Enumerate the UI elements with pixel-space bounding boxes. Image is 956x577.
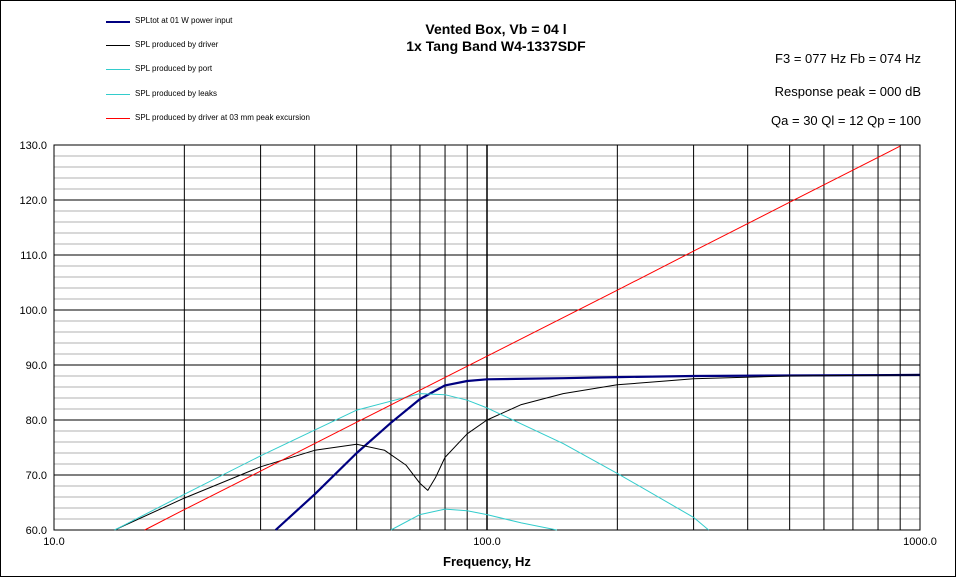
legend-swatch <box>106 93 130 95</box>
legend-label: SPLtot at 01 W power input <box>135 16 233 25</box>
series-line <box>274 373 921 531</box>
y-tick-label: 70.0 <box>26 470 47 482</box>
legend-item: SPL produced by port <box>106 64 356 88</box>
y-tick-label: 110.0 <box>20 250 47 262</box>
f3-fb-readout: F3 = 077 Hz Fb = 074 Hz <box>775 51 921 66</box>
x-axis-label: Frequency, Hz <box>443 554 531 569</box>
series-line <box>390 508 557 531</box>
chart-title: Vented Box, Vb = 04 l 1x Tang Band W4-13… <box>251 21 741 55</box>
legend-label: SPL produced by driver <box>135 40 219 50</box>
legend-swatch <box>106 69 130 71</box>
legend-swatch <box>106 21 130 23</box>
legend-item: SPL produced by leaks <box>106 89 356 113</box>
y-tick-label: 90.0 <box>26 360 47 372</box>
y-tick-label: 120.0 <box>19 195 47 207</box>
legend-item: SPL produced by driver at 03 mm peak exc… <box>106 113 356 137</box>
x-tick-label: 10.0 <box>43 536 64 548</box>
x-tick-label: 100.0 <box>473 536 501 548</box>
y-tick-label: 60.0 <box>26 525 47 537</box>
plot-frame <box>53 144 921 531</box>
chart-title-line1: Vented Box, Vb = 04 l <box>425 21 567 37</box>
q-values-readout: Qa = 30 Ql = 12 Qp = 100 <box>771 113 921 128</box>
legend-swatch <box>106 45 130 47</box>
y-tick-label: 80.0 <box>26 415 47 427</box>
y-tick-label: 100.0 <box>19 305 47 317</box>
legend: SPLtot at 01 W power input SPL produced … <box>106 16 356 137</box>
legend-swatch <box>106 117 130 119</box>
chart-title-line2: 1x Tang Band W4-1337SDF <box>406 38 586 54</box>
legend-item: SPL produced by driver <box>106 40 356 64</box>
y-tick-label: 130.0 <box>19 140 47 152</box>
series-line <box>144 145 901 531</box>
series-line <box>114 374 921 531</box>
legend-label: SPL produced by port <box>135 64 213 74</box>
legend-item: SPLtot at 01 W power input <box>106 16 356 40</box>
legend-label: SPL produced by leaks <box>135 88 217 98</box>
x-tick-label: 1000.0 <box>903 536 937 548</box>
legend-label: SPL produced by driver at 03 mm peak exc… <box>135 112 310 122</box>
series-line <box>114 393 709 531</box>
response-peak-readout: Response peak = 000 dB <box>774 84 921 99</box>
